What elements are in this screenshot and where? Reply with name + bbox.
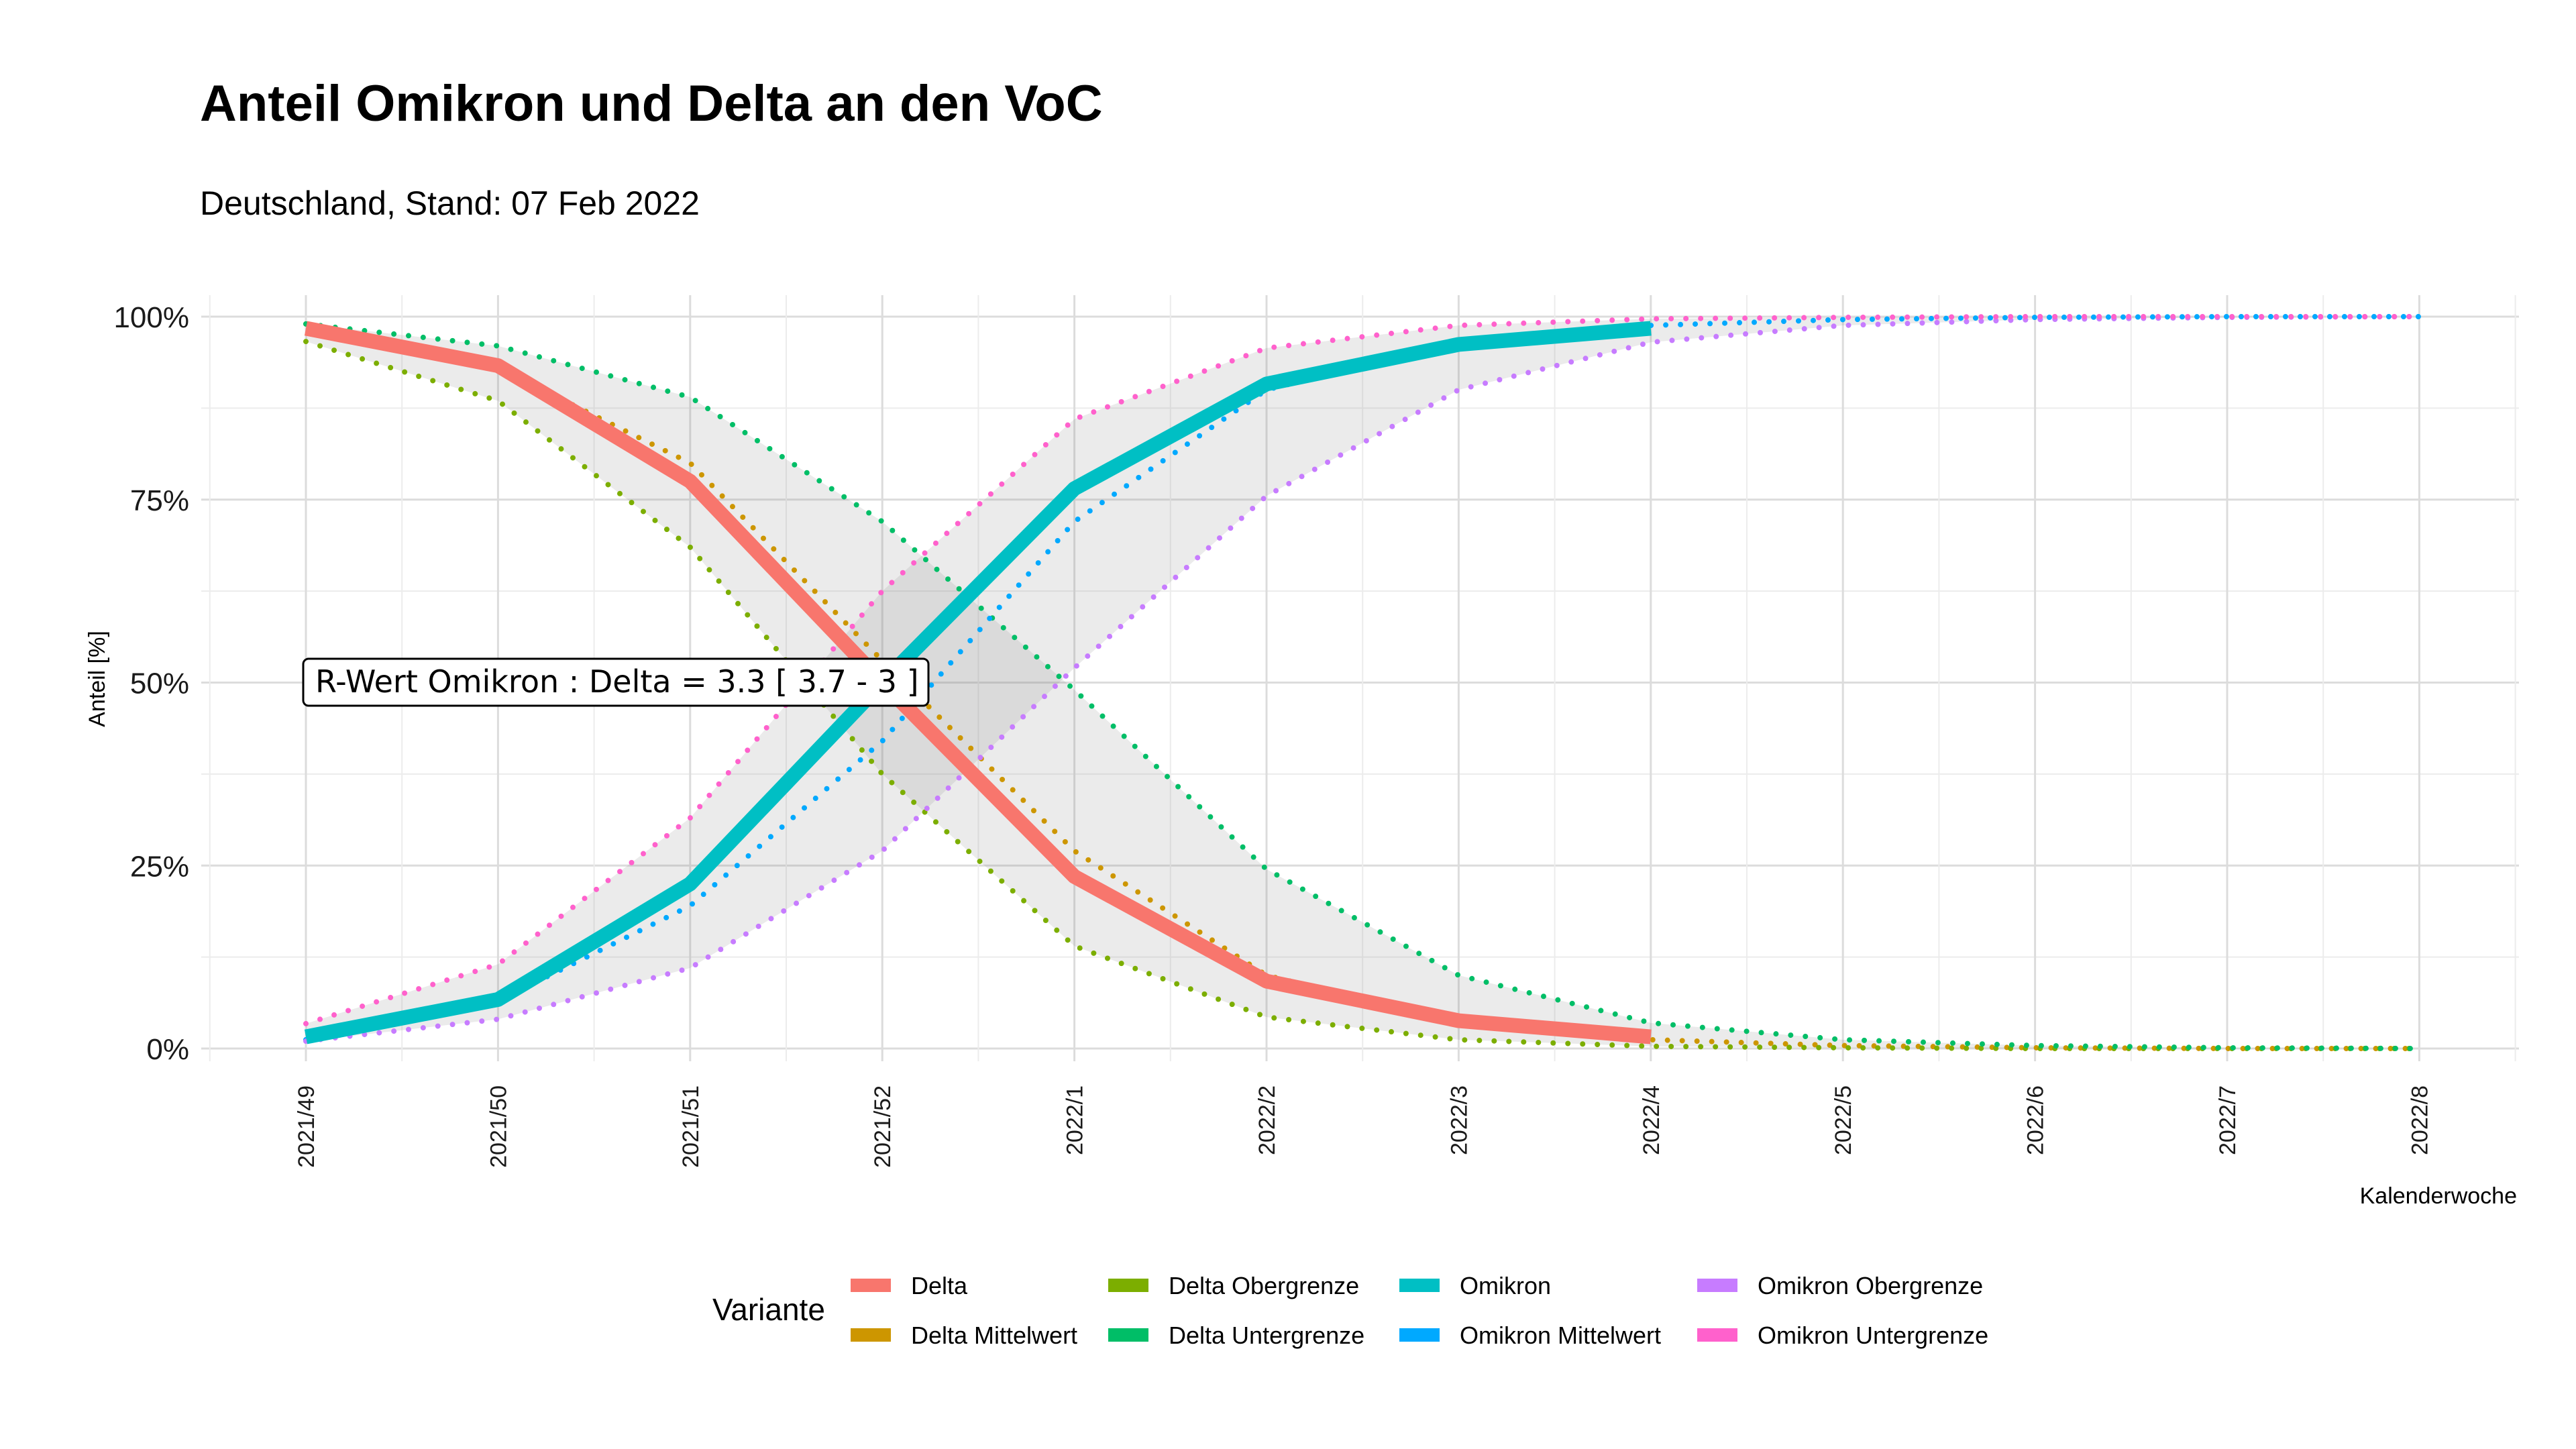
- x-tick-label: 2022/2: [1254, 1085, 1280, 1155]
- delta-ribbon: [306, 323, 2420, 1049]
- y-tick-label: 75%: [130, 484, 189, 517]
- legend-key-omikron-obergrenze: [1697, 1279, 1737, 1292]
- series-omikron: [304, 321, 1652, 1044]
- annotation-box: R-Wert Omikron : Delta = 3.3 [ 3.7 - 3 ]: [302, 657, 930, 707]
- y-axis-label: Anteil [%]: [85, 631, 110, 727]
- confidence-ribbons: [306, 317, 2420, 1049]
- legend-title: Variante: [712, 1292, 825, 1327]
- legend-label-omikron-mittelwert: Omikron Mittelwert: [1460, 1322, 1661, 1349]
- legend-label-omikron-untergrenze: Omikron Untergrenze: [1758, 1322, 1988, 1349]
- x-tick-label: 2022/6: [2023, 1085, 2049, 1155]
- y-tick-label: 25%: [130, 850, 189, 883]
- chart-title: Anteil Omikron und Delta an den VoC: [200, 75, 1103, 132]
- legend-key-delta-mittelwert: [851, 1328, 891, 1342]
- x-tick-label: 2022/3: [1446, 1085, 1472, 1155]
- series-delta-obergrenze: [303, 339, 2422, 1051]
- y-tick-label: 50%: [130, 667, 189, 700]
- omikron-ribbon: [306, 317, 2420, 1042]
- legend-label-omikron: Omikron: [1460, 1272, 1551, 1299]
- legend-key-delta-obergrenze: [1108, 1279, 1148, 1292]
- x-tick-label: 2021/52: [870, 1085, 896, 1168]
- x-axis-label: Kalenderwoche: [2360, 1183, 2517, 1209]
- legend-key-omikron: [1399, 1279, 1440, 1292]
- x-tick-label: 2021/51: [678, 1085, 704, 1168]
- y-tick-label: 100%: [113, 301, 189, 334]
- legend: Variante Delta Delta Mittelwert Delta Ober…: [712, 1272, 1988, 1349]
- x-tick-label: 2022/7: [2215, 1085, 2241, 1155]
- chart-subtitle: Deutschland, Stand: 07 Feb 2022: [200, 184, 700, 222]
- legend-key-delta-untergrenze: [1108, 1328, 1148, 1342]
- legend-key-omikron-untergrenze: [1697, 1328, 1737, 1342]
- plot-series: [303, 314, 2422, 1051]
- x-tick-label: 2022/8: [2407, 1085, 2432, 1155]
- legend-key-omikron-mittelwert: [1399, 1328, 1440, 1342]
- series-delta: [304, 321, 1652, 1044]
- legend-label-delta-untergrenze: Delta Untergrenze: [1169, 1322, 1364, 1349]
- x-tick-label: 2022/5: [1831, 1085, 1856, 1155]
- series-omikron-untergrenze: [303, 314, 2422, 1026]
- legend-label-omikron-obergrenze: Omikron Obergrenze: [1758, 1272, 1983, 1299]
- x-tick-label: 2021/50: [486, 1085, 511, 1168]
- x-tick-label: 2022/1: [1063, 1085, 1088, 1155]
- x-axis-ticks: 2021/49 2021/50 2021/51 2021/52 2022/1 2022/2…: [294, 1085, 2432, 1168]
- y-tick-label: 0%: [146, 1033, 189, 1066]
- legend-key-delta: [851, 1279, 891, 1292]
- annotation-frame: [302, 657, 930, 707]
- annotation-text: R-Wert Omikron : Delta = 3.3 [ 3.7 - 3 ]: [315, 663, 919, 700]
- legend-label-delta-mittelwert: Delta Mittelwert: [911, 1322, 1077, 1349]
- x-tick-label: 2022/4: [1639, 1085, 1664, 1155]
- legend-label-delta-obergrenze: Delta Obergrenze: [1169, 1272, 1359, 1299]
- x-tick-label: 2021/49: [294, 1085, 319, 1168]
- y-axis-ticks: 0% 25% 50% 75% 100%: [113, 301, 189, 1066]
- legend-label-delta: Delta: [911, 1272, 968, 1299]
